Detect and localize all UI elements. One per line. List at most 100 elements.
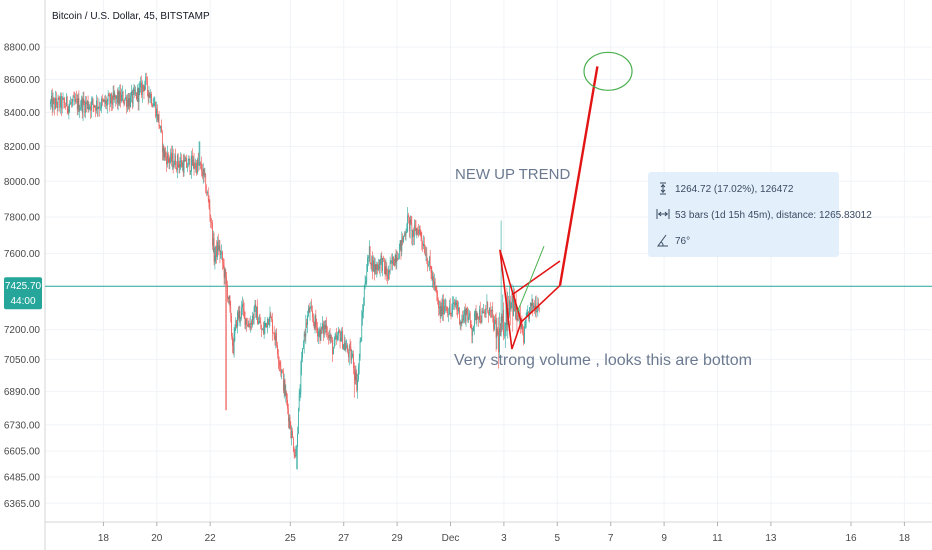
candle-body bbox=[341, 331, 343, 339]
candle-body bbox=[113, 92, 115, 98]
candle-body bbox=[450, 313, 452, 315]
candle-body bbox=[319, 330, 321, 341]
candle-body bbox=[499, 328, 501, 336]
candle-body bbox=[374, 264, 376, 273]
candle-body bbox=[400, 240, 402, 252]
candle-body bbox=[262, 329, 263, 330]
candle-body bbox=[221, 251, 222, 254]
x-tick-label: 3 bbox=[501, 533, 507, 544]
candle-body bbox=[246, 318, 247, 325]
measure-angle: 76° bbox=[675, 236, 690, 247]
candle-body bbox=[318, 330, 320, 332]
candle-body bbox=[467, 313, 469, 321]
candle-body bbox=[516, 318, 518, 320]
candle-body bbox=[119, 91, 121, 104]
candle-body bbox=[133, 89, 135, 91]
y-tick-label: 7800.00 bbox=[4, 212, 41, 223]
candle-body bbox=[228, 295, 230, 300]
candle-body bbox=[264, 323, 266, 327]
candle-body bbox=[222, 251, 223, 262]
candle-body bbox=[114, 95, 116, 98]
candle-body bbox=[477, 313, 479, 318]
candle-body bbox=[361, 317, 363, 341]
price-badge: 7425.70 44:00 bbox=[4, 277, 42, 310]
candle-body bbox=[283, 380, 285, 391]
candle-body bbox=[497, 328, 499, 332]
candle-body bbox=[322, 323, 323, 330]
candle-body bbox=[384, 266, 386, 275]
x-tick-label: 16 bbox=[845, 533, 857, 544]
candle-body bbox=[403, 235, 404, 242]
candle-body bbox=[181, 160, 182, 167]
candle-body bbox=[121, 94, 122, 102]
candle-body bbox=[249, 327, 251, 329]
candle-body bbox=[216, 245, 217, 258]
candle-body bbox=[75, 99, 76, 102]
candle-body bbox=[226, 277, 227, 286]
candle-body bbox=[508, 308, 509, 316]
candle-body bbox=[415, 228, 417, 235]
candle-body bbox=[438, 300, 439, 309]
candle-body bbox=[493, 316, 494, 330]
candle-body bbox=[278, 361, 280, 363]
candle-body bbox=[313, 321, 315, 329]
triangle-drawing bbox=[499, 249, 523, 350]
candle-body bbox=[271, 317, 272, 320]
drawings bbox=[499, 51, 633, 350]
candle-body bbox=[107, 95, 109, 102]
candle-body bbox=[85, 101, 86, 113]
candle-body bbox=[247, 323, 249, 327]
candle-body bbox=[436, 291, 438, 296]
candle-body bbox=[74, 97, 76, 102]
candle-body bbox=[266, 322, 267, 328]
candle-body bbox=[454, 304, 456, 306]
candle-body bbox=[144, 84, 146, 91]
candle-body bbox=[385, 266, 387, 275]
candle-body bbox=[323, 325, 325, 334]
candle-body bbox=[517, 315, 519, 320]
candle-body bbox=[354, 370, 356, 381]
candle-body bbox=[245, 318, 247, 325]
candle-body bbox=[202, 171, 203, 177]
candle-body bbox=[175, 155, 177, 168]
candle-body bbox=[388, 269, 389, 279]
candle-body bbox=[514, 294, 515, 312]
candle-body bbox=[194, 167, 196, 169]
candle-body bbox=[81, 99, 82, 108]
candle-body bbox=[73, 96, 75, 98]
candle-body bbox=[201, 163, 202, 172]
candle-body bbox=[342, 331, 343, 349]
candle-body bbox=[131, 91, 133, 104]
candle-body bbox=[308, 308, 309, 316]
candle-body bbox=[247, 324, 248, 327]
candle-body bbox=[178, 164, 180, 168]
candle-body bbox=[314, 315, 316, 329]
x-tick-label: 20 bbox=[151, 533, 163, 544]
candle-body bbox=[419, 228, 421, 231]
candle-body bbox=[176, 167, 177, 171]
candle-body bbox=[212, 238, 214, 246]
candle-body bbox=[338, 330, 340, 332]
candle-body bbox=[402, 237, 403, 242]
candle-body bbox=[474, 311, 476, 314]
candle-body bbox=[164, 152, 166, 158]
candle-body bbox=[335, 335, 337, 339]
candle-body bbox=[298, 394, 300, 408]
candle-body bbox=[329, 334, 331, 339]
candle-body bbox=[101, 98, 103, 101]
candle-body bbox=[290, 427, 292, 438]
y-tick-label: 6730.00 bbox=[4, 420, 41, 431]
candle-body bbox=[251, 321, 252, 325]
candle-body bbox=[315, 315, 317, 325]
candle-body bbox=[232, 336, 233, 347]
candle-body bbox=[60, 96, 61, 108]
candle-body bbox=[232, 346, 234, 354]
candle-body bbox=[476, 313, 478, 321]
candle-body bbox=[530, 303, 532, 306]
candle-body bbox=[230, 307, 232, 316]
candle-body bbox=[148, 93, 150, 98]
candle-body bbox=[166, 153, 168, 165]
candle-body bbox=[199, 162, 201, 165]
candle-body bbox=[494, 319, 496, 321]
